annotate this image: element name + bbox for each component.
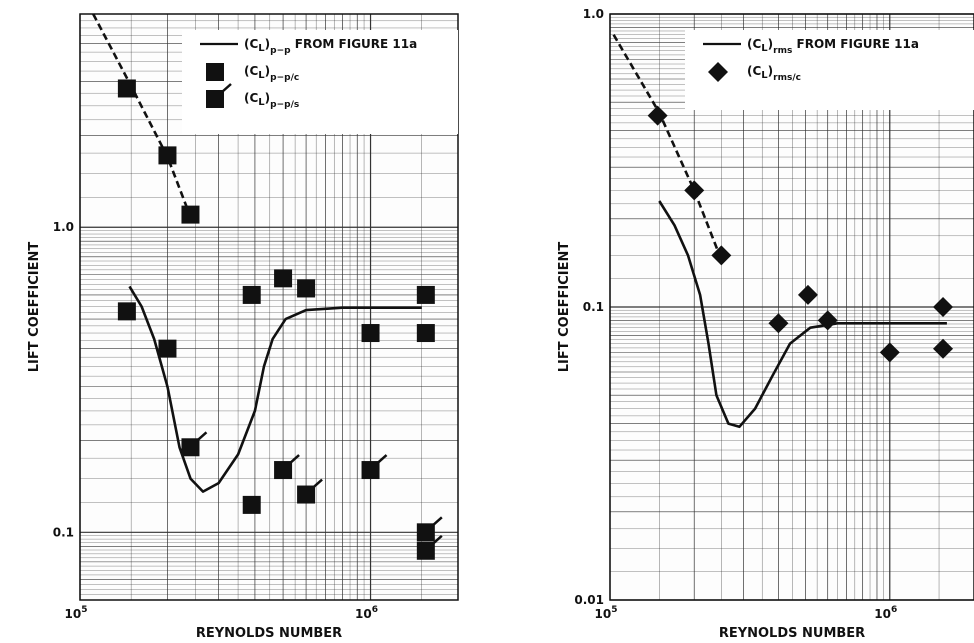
legend-square-swatch: [206, 63, 224, 81]
chart-panel-left: 1.0 0.1 105 106 REYNOLDS NUMBER LIFT COEFFICI…: [27, 13, 459, 641]
diamond-point: [933, 297, 954, 317]
y-axis-title: LIFT COEFFICIENT: [27, 242, 42, 373]
flagged-square-point: [181, 431, 208, 457]
diamond-point: [684, 180, 705, 201]
series-2: [117, 79, 435, 358]
flagged-square-point-flag: [432, 534, 443, 545]
diamond-point: [711, 245, 732, 266]
diamond-point: [933, 338, 954, 359]
square-point: [117, 79, 136, 98]
series-dashed-line: [92, 13, 192, 218]
flagged-square-point-body: [416, 523, 435, 542]
legend-item: (CL)rms FROM FIGURE 11a: [703, 37, 919, 56]
legend-box: [182, 30, 458, 134]
legend-label: (CL)p−p/c: [244, 64, 299, 83]
x-axis-title: REYNOLDS NUMBER: [719, 626, 865, 641]
flagged-square-point-body: [181, 438, 200, 457]
flagged-square-point: [361, 454, 388, 480]
flagged-square-point: [416, 534, 443, 560]
x-axis-title: REYNOLDS NUMBER: [196, 626, 342, 641]
plot-frame: [79, 13, 459, 601]
square-point: [361, 324, 380, 343]
diamond-point: [768, 313, 789, 334]
x-tick-label: 106: [874, 605, 897, 621]
square-point: [416, 324, 435, 343]
legend-label: (CL)p−p/s: [244, 91, 299, 110]
square-point: [158, 339, 177, 358]
series-4: [242, 495, 261, 514]
flagged-square-point-body: [274, 461, 293, 480]
flagged-square-point-flag: [376, 454, 388, 464]
legend-label: (CL)p−p FROM FIGURE 11a: [244, 37, 417, 56]
diamond-point: [647, 105, 668, 126]
legend: (CL)p−p FROM FIGURE 11a (CL)p−p/c (CL)p−p/…: [182, 30, 458, 134]
y-axis-title: LIFT COEFFICIENT: [557, 242, 572, 373]
y-tick-label: 1.0: [53, 220, 74, 234]
flagged-square-point-flag: [289, 454, 300, 464]
series-2: [647, 105, 954, 363]
legend-diamond-swatch: [708, 62, 728, 82]
y-tick-label: 0.01: [574, 593, 604, 607]
diamond-point: [797, 284, 818, 305]
y-tick-label: 0.1: [53, 525, 74, 539]
series-line: [128, 285, 422, 493]
x-tick-label: 105: [65, 605, 88, 621]
series-1: [612, 34, 723, 261]
flagged-square-point-body: [361, 461, 380, 480]
legend-label: (CL)rms/c: [747, 64, 801, 83]
series-3: [181, 431, 443, 560]
x-tick-label: 106: [355, 605, 378, 621]
y-tick-label: 1.0: [583, 7, 604, 21]
square-point: [242, 495, 261, 514]
flagged-square-point: [416, 516, 443, 542]
legend-item: (CL)p−p/c: [206, 63, 299, 83]
square-point: [242, 285, 261, 304]
square-point: [181, 205, 200, 224]
legend-flagged-square-swatch: [206, 83, 232, 108]
legend-flagged-square-swatch-flag: [221, 83, 232, 93]
legend-label: (CL)rms FROM FIGURE 11a: [747, 37, 919, 56]
square-point: [158, 146, 177, 165]
diamond-point: [817, 310, 838, 331]
flagged-square-point-flag: [312, 478, 323, 489]
flagged-square-point-flag: [196, 431, 208, 442]
square-point: [117, 302, 136, 321]
legend-item: (CL)p−p FROM FIGURE 11a: [200, 37, 417, 56]
series-1: [92, 13, 192, 218]
legend: (CL)rms FROM FIGURE 11a (CL)rms/c: [685, 30, 974, 110]
flagged-square-point: [274, 454, 300, 480]
series-dashed-line: [612, 34, 723, 261]
flagged-square-point-body: [416, 541, 435, 560]
square-point: [416, 285, 435, 304]
series-0: [128, 285, 422, 493]
diamond-point: [879, 342, 900, 363]
legend-item: (CL)rms/c: [708, 62, 801, 83]
legend-item: (CL)p−p/s: [206, 83, 299, 110]
y-tick-label: 0.1: [583, 300, 604, 314]
flagged-square-point: [297, 478, 323, 504]
flagged-square-point-flag: [432, 516, 443, 527]
flagged-square-point-body: [297, 485, 316, 504]
plot-frame: [609, 13, 974, 601]
legend-flagged-square-swatch-body: [206, 90, 224, 108]
x-tick-label: 105: [595, 605, 618, 621]
square-point: [274, 269, 293, 288]
square-point: [297, 279, 316, 298]
